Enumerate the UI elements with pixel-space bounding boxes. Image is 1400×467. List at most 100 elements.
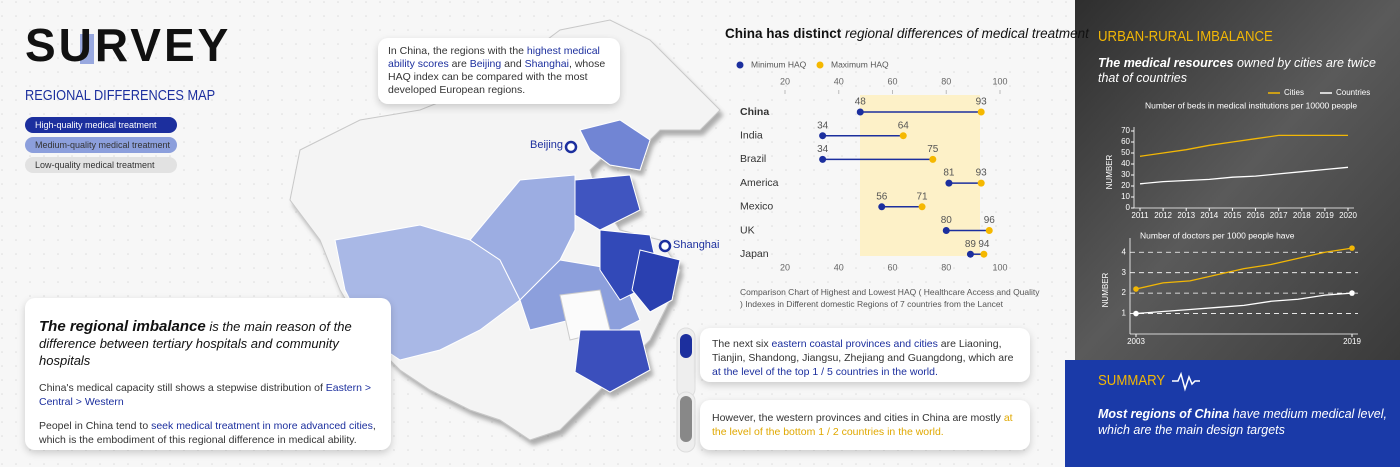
value-label: 93 [976, 168, 988, 179]
dumbbell-dot [819, 155, 827, 163]
chart-title: Number of doctors per 1000 people have [1140, 230, 1295, 240]
dumbbell-dot [977, 179, 985, 187]
legend-label: Maximum HAQ [831, 59, 889, 69]
x-tick-label: 20 [780, 76, 790, 86]
summary-title: SUMMARY [1098, 372, 1166, 389]
value-label: 80 [941, 215, 953, 226]
value-label: 94 [978, 239, 990, 250]
page-title: SURVEY [25, 19, 232, 71]
value-label: 89 [965, 239, 977, 250]
line-series [1139, 134, 1348, 157]
text-segment: seek medical treatment in more advanced … [151, 420, 373, 432]
x-tick-label: 2019 [1343, 337, 1361, 346]
text-segment: owned by cities are twice that of countr… [1098, 56, 1376, 85]
x-tick-label: 40 [834, 262, 844, 272]
panel-subtitle: The medical resources owned by cities ar… [1098, 56, 1383, 86]
dumbbell-dot [819, 132, 827, 140]
y-tick-label: 4 [1122, 247, 1127, 256]
dumbbell-dot [945, 179, 953, 187]
category-label: India [740, 129, 763, 141]
chart-title: Number of beds in medical institutions p… [1145, 100, 1357, 110]
y-tick-label: 3 [1122, 268, 1127, 277]
summary-text: Most regions of China have medium medica… [1098, 406, 1388, 438]
category-label: Japan [740, 248, 769, 260]
value-label: 96 [984, 215, 996, 226]
map-callout: In China, the regions with the highest m… [378, 38, 620, 104]
text-segment: are Liaoning, Tianjin, Shandong, Jiangsu… [712, 338, 1014, 364]
text-segment: In China, the regions with the [388, 45, 527, 57]
value-label: 64 [898, 120, 910, 131]
city-marker [564, 140, 578, 154]
text-segment: The next six [712, 338, 772, 350]
y-tick-label: 50 [1121, 148, 1130, 157]
x-tick-label: 20 [780, 262, 790, 272]
toggle-knob [680, 396, 692, 442]
category-label: Brazil [740, 153, 766, 165]
text-segment: China has distinct [725, 26, 842, 41]
x-tick-label: 40 [834, 76, 844, 86]
city-label: Beijing [530, 139, 564, 151]
text-segment: China's medical capacity still shows a s… [39, 382, 326, 394]
y-tick-label: 60 [1121, 137, 1130, 146]
legend-label: Countries [1336, 88, 1370, 97]
x-tick-label: 2014 [1200, 211, 1218, 220]
x-tick-label: 2003 [1127, 337, 1145, 346]
text-segment: eastern coastal provinces and cities [771, 338, 938, 350]
dumbbell-dot [942, 227, 950, 234]
legend-label: Cities [1284, 88, 1304, 97]
category-label: China [740, 106, 769, 118]
map-region [574, 329, 651, 393]
text-segment: have medium medical level, which are the… [1098, 407, 1387, 437]
text-segment: Beijing [469, 58, 502, 70]
value-label: 56 [876, 191, 888, 202]
dumbbell-dot [856, 108, 864, 116]
x-tick-label: 60 [887, 76, 897, 86]
photo-panel [1075, 0, 1400, 360]
page-subtitle: REGIONAL DIFFERENCES MAP [25, 87, 216, 104]
legend-label: Minimum HAQ [751, 59, 807, 69]
line-series [1135, 292, 1353, 315]
x-tick-label: 2019 [1316, 211, 1334, 220]
end-marker [1133, 310, 1139, 317]
x-tick-label: 2020 [1339, 211, 1357, 220]
y-tick-label: 40 [1121, 159, 1130, 168]
text-segment: Shanghai [524, 58, 569, 70]
line-series [1135, 247, 1353, 290]
text-segment: Most regions of China [1098, 407, 1230, 421]
x-tick-label: 100 [992, 262, 1007, 272]
category-label: Mexico [740, 201, 773, 213]
x-tick-label: 2017 [1270, 211, 1288, 220]
legend-pill: Medium-quality medical treatment [25, 137, 177, 153]
y-axis-label: NUMBER [1105, 154, 1114, 189]
map-region [574, 174, 641, 231]
x-tick-label: 80 [941, 262, 951, 272]
y-axis-label: NUMBER [1101, 272, 1110, 307]
legend-pill: High-quality medical treatment [25, 117, 177, 133]
map-region [469, 174, 576, 301]
category-label: America [740, 177, 779, 189]
end-marker [1349, 245, 1355, 251]
text-segment: Eastern > Central > Western [39, 382, 372, 408]
legend-pill: Low-quality medical treatment [25, 157, 177, 173]
x-tick-label: 100 [992, 76, 1007, 86]
value-label: 71 [917, 191, 929, 202]
y-tick-label: 2 [1122, 288, 1127, 297]
text-segment: at the level of the bottom 1 / 2 countri… [712, 412, 1013, 438]
line-series [1139, 166, 1349, 185]
y-tick-label: 10 [1121, 192, 1130, 201]
dumbbell-dot [977, 108, 985, 116]
dumbbell-dot [899, 132, 907, 140]
x-tick-label: 2012 [1154, 211, 1172, 220]
map-region [631, 249, 681, 313]
dumbbell-dot [918, 203, 926, 211]
note-card: The next six eastern coastal provinces a… [700, 328, 1030, 382]
end-marker [1133, 286, 1139, 292]
y-tick-label: 20 [1121, 181, 1130, 190]
chart-title: China has distinct regional differences … [725, 26, 1089, 41]
value-label: 34 [817, 144, 829, 155]
x-tick-label: 2015 [1224, 211, 1242, 220]
text-segment: , whose HAQ index can be compared with t… [388, 58, 606, 96]
dumbbell-dot [878, 203, 886, 211]
